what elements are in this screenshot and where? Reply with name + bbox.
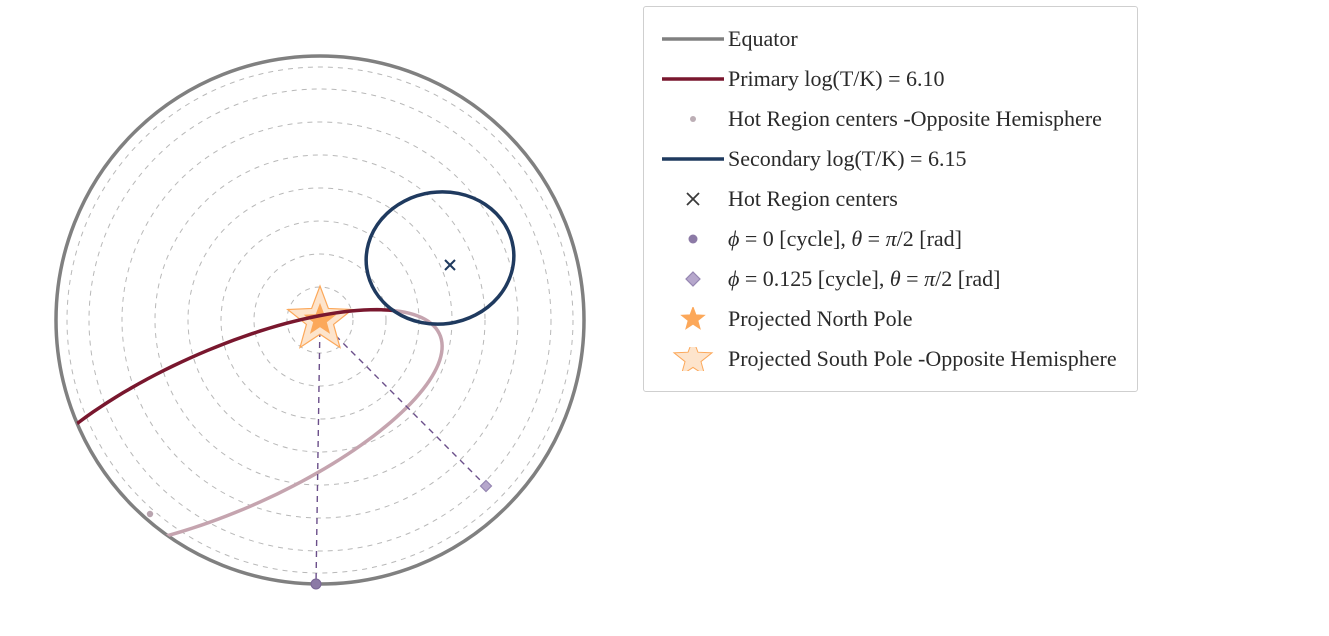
legend-entry: Hot Region centers -Opposite Hemisphere — [658, 99, 1117, 139]
legend-swatch — [658, 187, 728, 211]
legend-entry: ϕ = 0.125 [cycle], θ = π/2 [rad] — [658, 259, 1117, 299]
primary-ellipse — [40, 310, 395, 551]
legend-swatch — [658, 347, 728, 371]
legend-label: Projected North Pole — [728, 306, 913, 332]
legend-swatch — [658, 27, 728, 51]
legend-swatch — [658, 267, 728, 291]
polar-projection-chart — [40, 30, 600, 610]
legend-label: ϕ = 0.125 [cycle], θ = π/2 [rad] — [728, 266, 1000, 292]
legend-label: ϕ = 0 [cycle], θ = π/2 [rad] — [728, 226, 962, 252]
point-phi-0p125 — [481, 481, 492, 492]
legend-swatch — [658, 67, 728, 91]
legend-swatch — [658, 107, 728, 131]
reference-line — [320, 320, 486, 486]
legend-box: Equator Primary log(T/K) = 6.10 Hot Region… — [643, 6, 1138, 392]
legend-entry: Equator — [658, 19, 1117, 59]
legend-swatch — [658, 147, 728, 171]
legend-entry: Primary log(T/K) = 6.10 — [658, 59, 1117, 99]
legend-entry: Secondary log(T/K) = 6.15 — [658, 139, 1117, 179]
legend-swatch — [658, 307, 728, 331]
point-phi-0 — [311, 579, 321, 589]
legend-swatch — [658, 227, 728, 251]
legend-entry: Projected South Pole -Opposite Hemispher… — [658, 339, 1117, 379]
legend-label: Hot Region centers -Opposite Hemisphere — [728, 106, 1102, 132]
legend-entry: Projected North Pole — [658, 299, 1117, 339]
hot-region-center-dot-opposite — [147, 511, 153, 517]
legend-label: Primary log(T/K) = 6.10 — [728, 66, 945, 92]
legend-label: Projected South Pole -Opposite Hemispher… — [728, 346, 1117, 372]
legend-entry: Hot Region centers — [658, 179, 1117, 219]
legend-entry: ϕ = 0 [cycle], θ = π/2 [rad] — [658, 219, 1117, 259]
primary-ellipse-backside — [55, 311, 442, 551]
legend-label: Secondary log(T/K) = 6.15 — [728, 146, 966, 172]
legend-label: Equator — [728, 26, 798, 52]
hot-region-center-xmark — [445, 260, 455, 270]
legend-label: Hot Region centers — [728, 186, 898, 212]
